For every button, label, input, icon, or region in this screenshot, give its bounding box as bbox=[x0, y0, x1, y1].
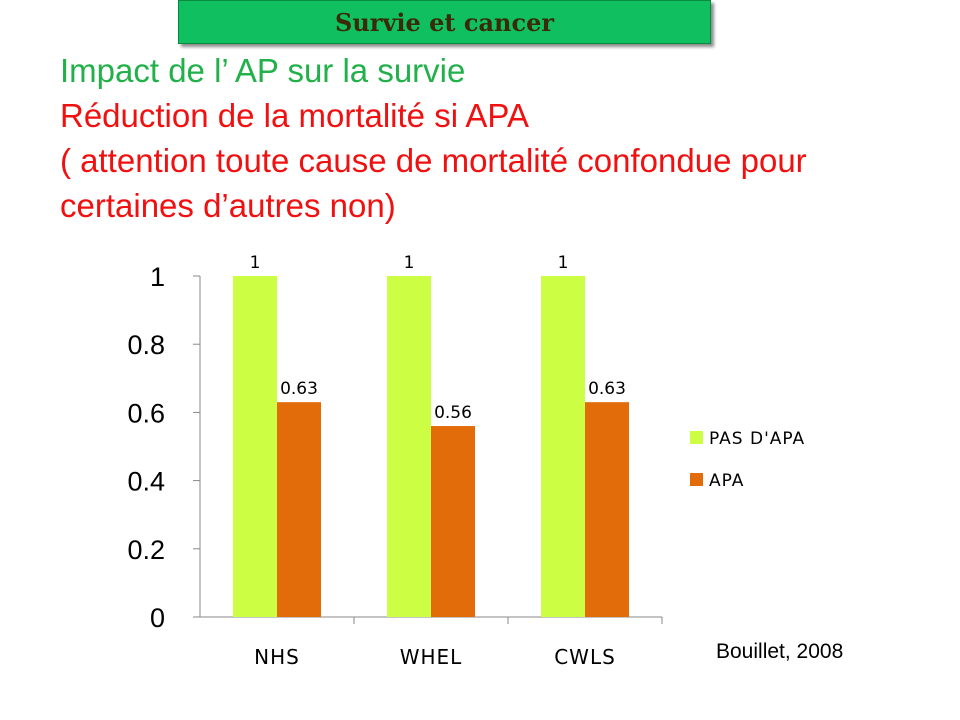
x-tick-label: NHS bbox=[254, 645, 300, 669]
bar-whel-apa bbox=[431, 426, 475, 617]
data-label: 1 bbox=[558, 253, 569, 273]
source-citation: Bouillet, 2008 bbox=[716, 640, 844, 663]
title-line-3: ( attention toute cause de mortalité con… bbox=[60, 142, 807, 179]
y-tick-label: 1 bbox=[150, 262, 165, 292]
x-tick-label: CWLS bbox=[554, 645, 616, 669]
data-label: 0.63 bbox=[280, 379, 318, 399]
bar-nhs-apa bbox=[277, 402, 321, 617]
legend-label: PAS D'APA bbox=[709, 429, 805, 449]
data-label: 1 bbox=[404, 253, 415, 273]
y-tick-label: 0.6 bbox=[127, 398, 165, 428]
legend-swatch bbox=[690, 473, 703, 486]
bar-cwls-apa bbox=[585, 402, 629, 617]
title-line-4: certaines d’autres non) bbox=[60, 187, 396, 224]
title-line-1: Impact de l’ AP sur la survie bbox=[60, 52, 466, 89]
y-tick-label: 0.8 bbox=[127, 330, 165, 360]
y-tick-label: 0.4 bbox=[127, 467, 165, 497]
bar-cwls-pas-apa bbox=[541, 276, 585, 617]
legend-label: APA bbox=[709, 471, 744, 491]
section-header: Survie et cancer bbox=[178, 0, 711, 44]
title-line-2: Réduction de la mortalité si APA bbox=[60, 97, 529, 134]
section-header-label: Survie et cancer bbox=[335, 7, 554, 37]
y-tick-label: 0 bbox=[150, 603, 165, 633]
bar-whel-pas-apa bbox=[387, 276, 431, 617]
y-tick-label: 0.2 bbox=[127, 535, 165, 565]
bar-nhs-pas-apa bbox=[233, 276, 277, 617]
data-label: 0.63 bbox=[588, 379, 626, 399]
legend-swatch bbox=[690, 431, 703, 444]
x-tick-label: WHEL bbox=[400, 645, 463, 669]
data-label: 0.56 bbox=[434, 403, 472, 423]
data-label: 1 bbox=[250, 253, 261, 273]
